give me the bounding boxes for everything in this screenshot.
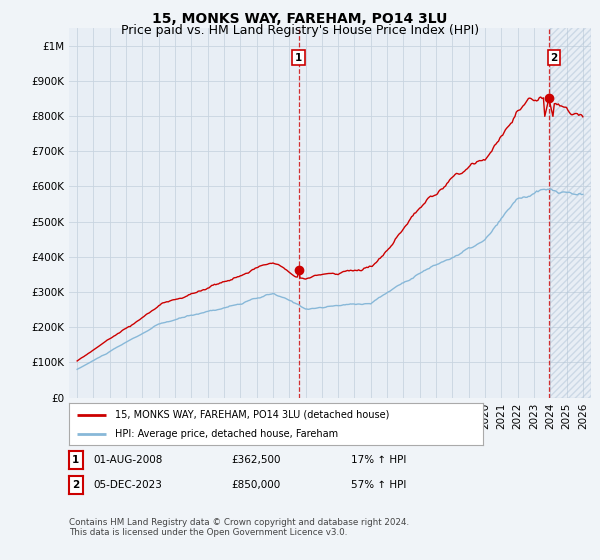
Text: 2: 2 bbox=[550, 53, 557, 63]
Text: Price paid vs. HM Land Registry's House Price Index (HPI): Price paid vs. HM Land Registry's House … bbox=[121, 24, 479, 37]
Text: 17% ↑ HPI: 17% ↑ HPI bbox=[351, 455, 406, 465]
Text: 01-AUG-2008: 01-AUG-2008 bbox=[93, 455, 163, 465]
Text: 05-DEC-2023: 05-DEC-2023 bbox=[93, 480, 162, 490]
Text: 15, MONKS WAY, FAREHAM, PO14 3LU: 15, MONKS WAY, FAREHAM, PO14 3LU bbox=[152, 12, 448, 26]
Text: Contains HM Land Registry data © Crown copyright and database right 2024.
This d: Contains HM Land Registry data © Crown c… bbox=[69, 518, 409, 538]
Text: 15, MONKS WAY, FAREHAM, PO14 3LU (detached house): 15, MONKS WAY, FAREHAM, PO14 3LU (detach… bbox=[115, 409, 389, 419]
Text: £850,000: £850,000 bbox=[231, 480, 280, 490]
Text: HPI: Average price, detached house, Fareham: HPI: Average price, detached house, Fare… bbox=[115, 429, 338, 439]
Text: 1: 1 bbox=[72, 455, 80, 465]
Text: £362,500: £362,500 bbox=[231, 455, 281, 465]
Text: 1: 1 bbox=[295, 53, 302, 63]
Text: 57% ↑ HPI: 57% ↑ HPI bbox=[351, 480, 406, 490]
Text: 2: 2 bbox=[72, 480, 80, 490]
